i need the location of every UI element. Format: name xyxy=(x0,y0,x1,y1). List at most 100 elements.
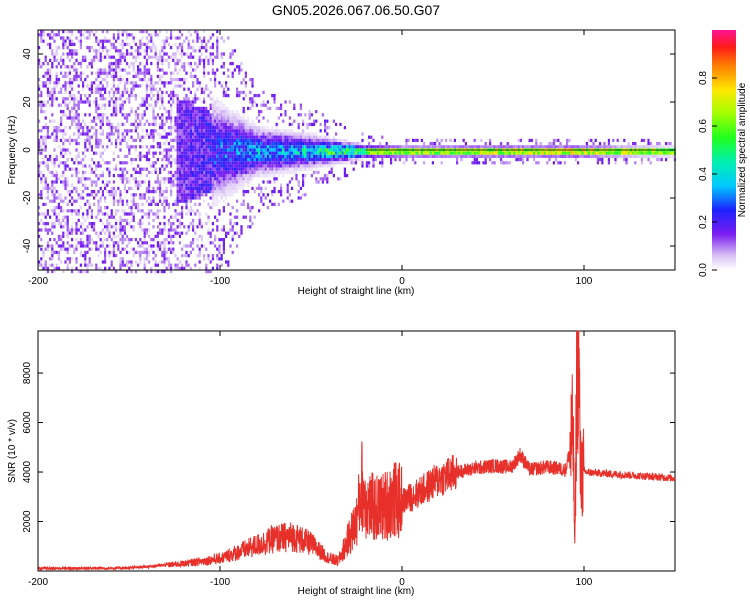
heatmap-cell xyxy=(548,158,551,162)
heatmap-cell xyxy=(75,170,78,174)
heatmap-cell xyxy=(310,151,313,155)
heatmap-cell xyxy=(266,180,269,184)
heatmap-cell xyxy=(108,228,111,232)
heatmap-cell xyxy=(227,142,230,146)
heatmap-cell xyxy=(53,52,56,56)
heatmap-cell xyxy=(583,145,586,149)
heatmap-cell xyxy=(115,65,118,69)
heatmap-cell xyxy=(328,170,331,174)
heatmap-cell xyxy=(222,206,225,210)
heatmap-cell xyxy=(638,154,641,158)
heatmap-cell xyxy=(123,116,126,120)
heatmap-cell xyxy=(269,145,272,149)
heatmap-cell xyxy=(405,138,408,142)
heatmap-cell xyxy=(40,39,43,43)
heatmap-cell xyxy=(453,154,456,158)
heatmap-cell xyxy=(170,228,173,232)
heatmap-cell xyxy=(121,234,124,238)
heatmap-cell xyxy=(258,113,261,117)
heatmap-cell xyxy=(46,212,49,216)
heatmap-cell xyxy=(209,113,212,117)
heatmap-cell xyxy=(194,180,197,184)
heatmap-cell xyxy=(273,177,276,181)
heatmap-cell xyxy=(251,119,254,123)
heatmap-cell xyxy=(546,151,549,155)
heatmap-cell xyxy=(99,126,102,130)
heatmap-cell xyxy=(218,174,221,178)
heatmap-cell xyxy=(200,132,203,136)
heatmap-cell xyxy=(260,151,263,155)
heatmap-cell xyxy=(310,142,313,146)
heatmap-cell xyxy=(99,90,102,94)
heatmap-cell xyxy=(121,218,124,222)
heatmap-cell xyxy=(181,49,184,53)
heatmap-cell xyxy=(328,145,331,149)
heatmap-cell xyxy=(62,231,65,235)
heatmap-cell xyxy=(315,132,318,136)
heatmap-cell xyxy=(145,49,148,53)
heatmap-cell xyxy=(71,270,74,274)
heatmap-cell xyxy=(200,190,203,194)
heatmap-cell xyxy=(77,196,80,200)
heatmap-cell xyxy=(66,116,69,120)
heatmap-cell xyxy=(77,161,80,165)
heatmap-cell xyxy=(156,74,159,78)
heatmap-cell xyxy=(66,46,69,50)
heatmap-cell xyxy=(148,254,151,258)
heatmap-cell xyxy=(260,174,263,178)
heatmap-cell xyxy=(128,222,131,226)
heatmap-cell xyxy=(218,145,221,149)
heatmap-cell xyxy=(240,180,243,184)
heatmap-cell xyxy=(238,65,241,69)
heatmap-cell xyxy=(170,122,173,126)
heatmap-cell xyxy=(95,174,98,178)
heatmap-cell xyxy=(161,164,164,168)
heatmap-cell xyxy=(60,129,63,133)
heatmap-cell xyxy=(38,174,41,178)
heatmap-cell xyxy=(288,132,291,136)
heatmap-cell xyxy=(82,241,85,245)
heatmap-cell xyxy=(181,231,184,235)
heatmap-cell xyxy=(317,138,320,142)
heatmap-cell xyxy=(654,154,657,158)
heatmap-cell xyxy=(57,138,60,142)
heatmap-cell xyxy=(396,151,399,155)
heatmap-cell xyxy=(249,225,252,229)
heatmap-cell xyxy=(645,151,648,155)
heatmap-cell xyxy=(414,161,417,165)
heatmap-cell xyxy=(220,122,223,126)
heatmap-cell xyxy=(79,36,82,40)
heatmap-cell xyxy=(194,135,197,139)
heatmap-cell xyxy=(99,81,102,85)
heatmap-cell xyxy=(280,167,283,171)
heatmap-cell xyxy=(178,164,181,168)
heatmap-cell xyxy=(306,151,309,155)
heatmap-cell xyxy=(414,138,417,142)
heatmap-cell xyxy=(249,97,252,101)
heatmap-cell xyxy=(148,186,151,190)
heatmap-cell xyxy=(207,215,210,219)
heatmap-cell xyxy=(491,161,494,165)
heatmap-cell xyxy=(319,148,322,152)
heatmap-cell xyxy=(156,68,159,72)
heatmap-cell xyxy=(137,49,140,53)
heatmap-cell xyxy=(244,190,247,194)
heatmap-cell xyxy=(77,209,80,213)
heatmap-cell xyxy=(90,238,93,242)
heatmap-cell xyxy=(49,215,52,219)
heatmap-cell xyxy=(222,145,225,149)
heatmap-cell xyxy=(79,196,82,200)
heatmap-cell xyxy=(269,135,272,139)
heatmap-cell xyxy=(264,135,267,139)
heatmap-cell xyxy=(44,138,47,142)
heatmap-cell xyxy=(77,103,80,107)
heatmap-cell xyxy=(374,158,377,162)
heatmap-cell xyxy=(183,110,186,114)
heatmap-cell xyxy=(82,170,85,174)
heatmap-cell xyxy=(242,193,245,197)
heatmap-cell xyxy=(269,132,272,136)
heatmap-cell xyxy=(163,46,166,50)
heatmap-cell xyxy=(299,113,302,117)
heatmap-cell xyxy=(53,199,56,203)
heatmap-cell xyxy=(420,145,423,149)
